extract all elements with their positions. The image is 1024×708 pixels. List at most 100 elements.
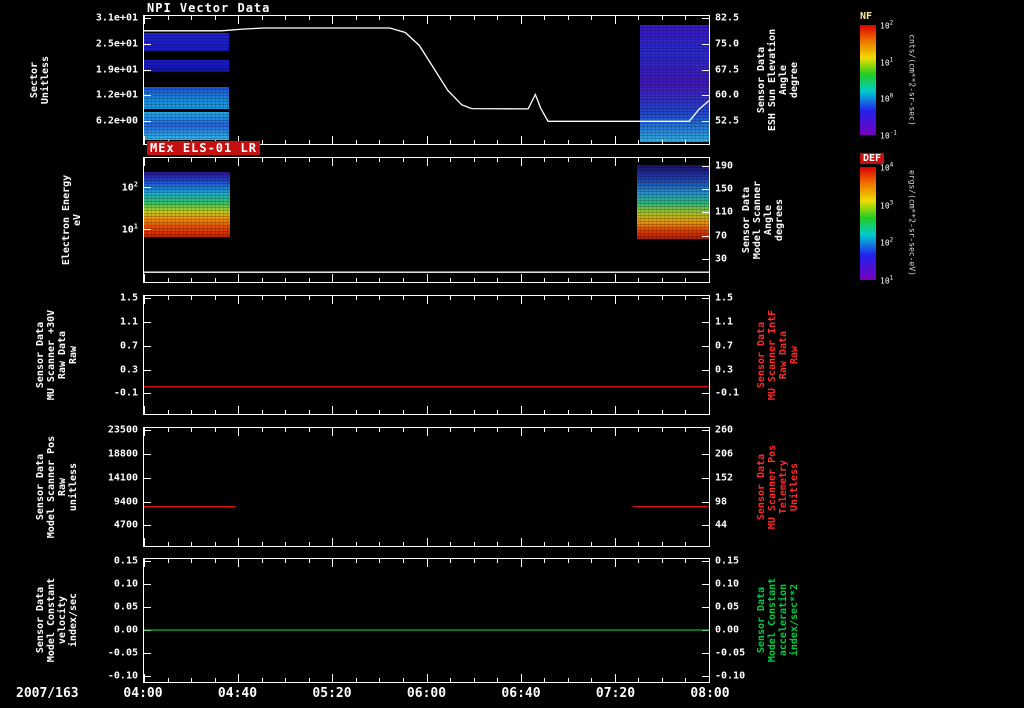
- x-tick-mark: [426, 158, 428, 166]
- x-tick-mark: [497, 140, 499, 144]
- x-tick-mark: [308, 559, 310, 563]
- x-tick-mark: [709, 274, 710, 282]
- x-tick-mark: [567, 678, 569, 682]
- x-tick-mark: [709, 296, 710, 304]
- spectrogram-segment: [144, 33, 229, 52]
- right-y-tick-mark: [702, 17, 709, 19]
- x-tick-mark: [520, 674, 522, 682]
- x-tick-mark: [261, 140, 263, 144]
- left-y-tick-mark: [144, 453, 151, 455]
- left-y-tick-mark: [144, 187, 151, 189]
- right-y-tick-mark: [702, 95, 709, 97]
- left-y-tick-label: 18800: [107, 448, 138, 460]
- nf-colorbar-gradient: [860, 25, 876, 135]
- right-y-tick-mark: [702, 189, 709, 190]
- x-tick-mark: [450, 278, 452, 282]
- x-tick-mark: [144, 16, 145, 24]
- left-y-tick-mark: [144, 298, 151, 299]
- right-y-tick-mark: [702, 212, 709, 214]
- x-tick-mark: [544, 410, 546, 414]
- x-tick-mark: [473, 278, 475, 282]
- left-y-tick-label: 2.5e+01: [95, 38, 138, 50]
- x-tick-mark: [308, 158, 310, 162]
- series-layer: [144, 271, 709, 273]
- x-tick-mark: [308, 678, 310, 682]
- x-tick-mark: [238, 674, 240, 682]
- x-tick-mark: [614, 674, 616, 682]
- x-tick-mark: [450, 678, 452, 682]
- x-tick-mark: [167, 559, 169, 563]
- x-tick-mark: [261, 559, 263, 563]
- x-tick-mark: [544, 678, 546, 682]
- left-y-tick-mark: [144, 477, 151, 479]
- x-tick-mark: [685, 542, 687, 546]
- x-tick-mark: [332, 428, 334, 436]
- left-y-tick-label: 14100: [107, 472, 138, 484]
- right-y-tick-mark: [702, 525, 709, 527]
- left-y-tick-mark: [144, 583, 151, 585]
- panel3-right-axis-title: Sensor Data MU Scanner IntF Raw Data Raw: [756, 309, 800, 401]
- x-tick-mark: [285, 428, 287, 432]
- x-tick-mark: [379, 678, 381, 682]
- left-y-tick-mark: [144, 121, 151, 123]
- left-y-tick-mark: [144, 17, 151, 19]
- x-tick-mark: [332, 136, 334, 144]
- colorbar-tick-label: 102: [880, 19, 894, 31]
- x-tick-mark: [473, 542, 475, 546]
- x-tick-mark: [285, 678, 287, 682]
- x-tick-mark: [167, 678, 169, 682]
- x-tick-label: 04:00: [123, 686, 163, 701]
- x-tick-mark: [379, 16, 381, 20]
- x-tick-mark: [591, 296, 593, 300]
- left-y-tick-label: 0.05: [113, 601, 138, 613]
- x-tick-mark: [426, 428, 428, 436]
- x-tick-mark: [308, 428, 310, 432]
- right-y-tick-label: 0.10: [715, 578, 740, 590]
- x-tick-mark: [402, 428, 404, 432]
- x-tick-mark: [497, 542, 499, 546]
- right-y-tick-label: -0.10: [715, 670, 746, 682]
- x-tick-mark: [144, 559, 145, 567]
- x-tick-mark: [520, 274, 522, 282]
- x-tick-mark: [308, 278, 310, 282]
- x-tick-mark: [191, 278, 193, 282]
- x-tick-mark: [638, 678, 640, 682]
- x-tick-mark: [709, 538, 710, 546]
- left-y-tick-label: 1.2e+01: [95, 89, 138, 101]
- x-tick-mark: [661, 140, 663, 144]
- x-tick-mark: [355, 428, 357, 432]
- panel4-right-axis-title: Sensor Data MU Scanner Pos Telemetry Uni…: [756, 444, 800, 530]
- x-tick-mark: [544, 559, 546, 563]
- right-y-tick-mark: [702, 165, 709, 167]
- right-y-tick-label: 82.5: [715, 12, 740, 24]
- x-tick-mark: [285, 16, 287, 20]
- x-tick-mark: [144, 538, 145, 546]
- x-tick-mark: [261, 278, 263, 282]
- x-tick-mark: [614, 16, 616, 24]
- x-tick-mark: [167, 296, 169, 300]
- x-tick-mark: [473, 559, 475, 563]
- x-tick-mark: [426, 406, 428, 414]
- x-tick-mark: [308, 16, 310, 20]
- x-tick-label: 04:40: [217, 686, 258, 701]
- colorbar-tick-label: 101: [880, 56, 894, 67]
- right-y-tick-mark: [702, 560, 709, 562]
- right-y-tick-label: 0.00: [715, 624, 740, 636]
- x-tick-mark: [591, 542, 593, 546]
- left-y-tick-label: 0.00: [113, 624, 138, 636]
- x-tick-mark: [379, 140, 381, 144]
- panel-mu-scanner-raw: 1.5 1.1 0.7 0.3 -0.1 1.5 1.1 0.7 0.3 -0.1: [114, 293, 739, 415]
- x-tick-mark: [661, 278, 663, 282]
- x-tick-mark: [638, 542, 640, 546]
- x-tick-mark: [709, 406, 710, 414]
- x-tick-mark: [544, 16, 546, 20]
- x-tick-mark: [567, 410, 569, 414]
- left-y-tick-label: 9400: [113, 496, 138, 507]
- panel2-title: MEx ELS-01 LR: [147, 141, 260, 155]
- x-tick-mark: [332, 538, 334, 546]
- x-tick-mark: [709, 16, 710, 24]
- x-tick-mark: [167, 16, 169, 20]
- panel1-left-axis-title: Sector Unitless: [29, 55, 51, 105]
- right-y-tick-label: 150: [715, 183, 734, 195]
- panel1-title: NPI Vector Data: [147, 1, 271, 15]
